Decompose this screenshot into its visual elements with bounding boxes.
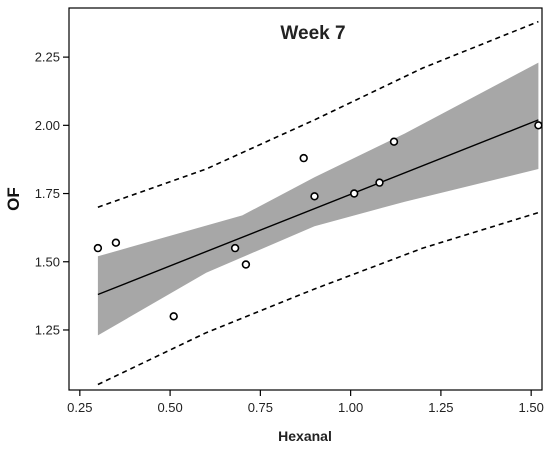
regression-line [97, 119, 539, 296]
y-axis-ticks: 1.25 1.50 1.75 2.00 2.25 [35, 50, 69, 337]
data-point [534, 121, 543, 130]
y-tick-label: 1.25 [35, 322, 60, 337]
x-tick-label: 1.25 [428, 400, 453, 415]
data-point [169, 312, 178, 321]
x-axis-ticks: 0.25 0.50 0.75 1.00 1.25 1.50 [67, 390, 544, 415]
data-point [111, 238, 121, 247]
x-tick-label: 0.75 [248, 400, 273, 415]
y-axis-title: OF [4, 187, 23, 211]
x-axis-title: Hexanal [278, 428, 332, 444]
data-point [375, 178, 384, 187]
data-point [389, 137, 399, 146]
chart-title: Week 7 [280, 23, 345, 44]
data-point [299, 153, 308, 163]
y-tick-label: 2.25 [35, 50, 60, 65]
x-tick-label: 0.50 [157, 400, 182, 415]
y-tick-label: 2.00 [35, 118, 60, 133]
data-point [230, 243, 240, 253]
data-point [241, 260, 251, 269]
confidence-band [97, 62, 539, 336]
x-tick-label: 0.25 [67, 400, 92, 415]
data-points [93, 121, 543, 321]
prediction-band-lower [97, 211, 539, 386]
data-point [350, 189, 359, 198]
prediction-band-upper [97, 20, 539, 208]
plot-area [93, 20, 543, 386]
x-tick-label: 1.00 [338, 400, 363, 415]
y-tick-label: 1.50 [35, 254, 60, 269]
data-point [310, 192, 319, 201]
plot-frame [68, 7, 543, 391]
y-tick-label: 1.75 [35, 186, 60, 201]
x-tick-label: 1.50 [519, 400, 544, 415]
data-point [93, 243, 103, 253]
